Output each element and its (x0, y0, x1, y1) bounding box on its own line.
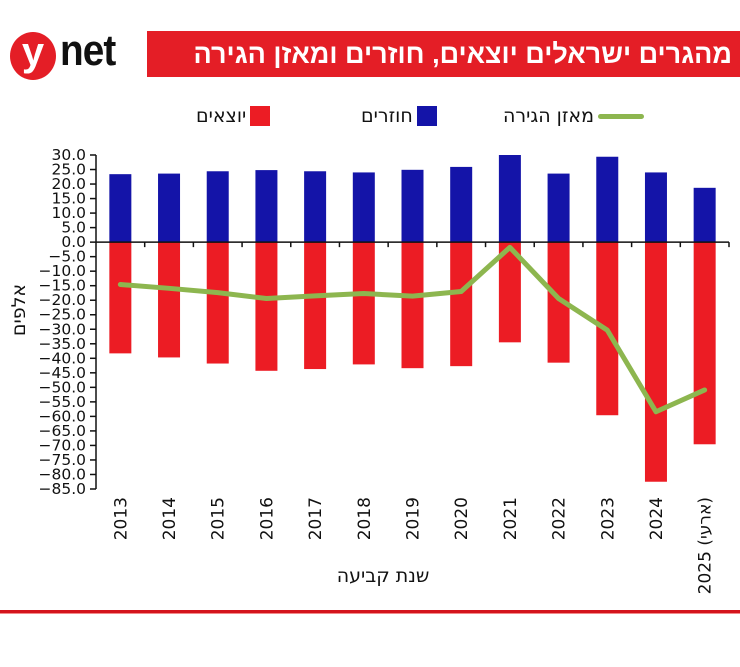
x-tick-label: 2018 (355, 497, 375, 540)
bar-returning-2017 (304, 171, 327, 243)
bar-returning-2015 (206, 171, 229, 243)
bar-leaving-2015 (206, 242, 229, 364)
y-axis-title: אלפים (8, 284, 30, 336)
y-tick-label: −5.0 (48, 248, 86, 266)
returning-bars (109, 155, 716, 243)
legend-label-balance: מאזן הגירה (503, 105, 595, 127)
bar-leaving-2019 (401, 242, 424, 369)
bar-leaving-2013 (109, 242, 132, 354)
legend-swatch-returning (416, 106, 437, 126)
y-axis-ticks: 30.025.020.015.010.05.00.0−5.0−10.0−15.0… (39, 146, 96, 498)
bar-leaving-2020 (450, 242, 473, 367)
bar-returning-2024 (644, 172, 667, 243)
ynet-logo[interactable]: y net (6, 26, 146, 80)
y-tick-label: −70.0 (39, 436, 87, 454)
x-tick-label: 2017 (306, 497, 326, 540)
bar-leaving-2018 (352, 242, 375, 365)
bar-leaving-2025 (693, 242, 716, 445)
y-tick-label: −25.0 (39, 306, 87, 324)
logo-letter: y (21, 30, 45, 74)
y-tick-label: −40.0 (39, 349, 87, 367)
x-tick-label: 2013 (111, 497, 131, 540)
bar-returning-2023 (596, 156, 619, 243)
bar-returning-2020 (450, 166, 473, 243)
y-tick-label: 10.0 (51, 204, 86, 222)
leaving-bars (109, 242, 716, 482)
legend-item-balance: מאזן הגירה (503, 103, 645, 129)
y-tick-label: 15.0 (51, 190, 86, 208)
y-tick-label: −30.0 (39, 320, 87, 338)
bar-returning-2019 (401, 169, 424, 243)
logo-circle (10, 32, 56, 80)
x-tick-label: 2019 (404, 497, 424, 540)
bar-leaving-2014 (158, 242, 181, 358)
legend-item-leaving: יוצאים (196, 103, 271, 129)
x-tick-label: 2016 (257, 497, 277, 540)
y-tick-label: −75.0 (39, 451, 87, 469)
balance-line (117, 244, 708, 415)
x-tick-label: 2023 (598, 497, 618, 540)
y-tick-label: 0.0 (61, 233, 86, 251)
legend-label-returning: חוזרים (361, 105, 413, 127)
x-axis-title: שנת קביעה (337, 565, 430, 587)
x-tick-label: 2025 (ארעי) (696, 497, 716, 594)
y-tick-label: 5.0 (61, 219, 86, 237)
legend-swatch-leaving (250, 106, 271, 126)
bar-returning-2025 (693, 187, 716, 243)
bar-returning-2022 (547, 173, 570, 243)
y-tick-label: −85.0 (39, 480, 87, 498)
x-tick-label: 2020 (452, 497, 472, 540)
y-tick-label: −80.0 (39, 465, 87, 483)
x-tick-label: 2014 (160, 497, 180, 540)
bar-leaving-2024 (644, 242, 667, 482)
y-tick-label: −15.0 (39, 277, 87, 295)
y-tick-label: −55.0 (39, 393, 87, 411)
bar-leaving-2016 (255, 242, 278, 371)
y-tick-label: −65.0 (39, 422, 87, 440)
chart-legend: מאזן הגירה חוזרים יוצאים (0, 103, 740, 129)
y-tick-label: −50.0 (39, 378, 87, 396)
bar-returning-2018 (352, 172, 375, 243)
logo-text: net (60, 26, 116, 75)
bar-returning-2014 (158, 173, 181, 243)
y-tick-label: −20.0 (39, 291, 87, 309)
x-tick-label: 2022 (550, 497, 570, 540)
x-tick-label: 2024 (647, 497, 667, 540)
axes (95, 155, 730, 489)
y-tick-label: −45.0 (39, 364, 87, 382)
y-tick-label: −60.0 (39, 407, 87, 425)
bar-returning-2013 (109, 174, 132, 243)
y-tick-label: 20.0 (51, 175, 86, 193)
bar-leaving-2022 (547, 242, 570, 363)
legend-item-returning: חוזרים (361, 103, 437, 129)
x-axis-labels: 2013 2014 2015 2016 2017 2018 2019 2020 2021 2022… (111, 497, 715, 594)
y-tick-label: −35.0 (39, 335, 87, 353)
bar-leaving-2017 (304, 242, 327, 370)
footer-divider (0, 610, 740, 614)
bar-returning-2016 (255, 170, 278, 243)
y-tick-label: 30.0 (51, 146, 86, 164)
y-tick-label: −10.0 (39, 262, 87, 280)
bar-leaving-2021 (498, 242, 521, 343)
x-tick-label: 2015 (209, 497, 229, 540)
legend-line-swatch (598, 113, 645, 119)
y-tick-label: 25.0 (51, 161, 86, 179)
x-tick-label: 2021 (501, 497, 521, 540)
chart-title: מהגרים ישראלים יוצאים, חוזרים ומאזן הגיר… (147, 31, 740, 77)
bar-returning-2021 (498, 155, 521, 243)
legend-label-leaving: יוצאים (196, 105, 247, 127)
